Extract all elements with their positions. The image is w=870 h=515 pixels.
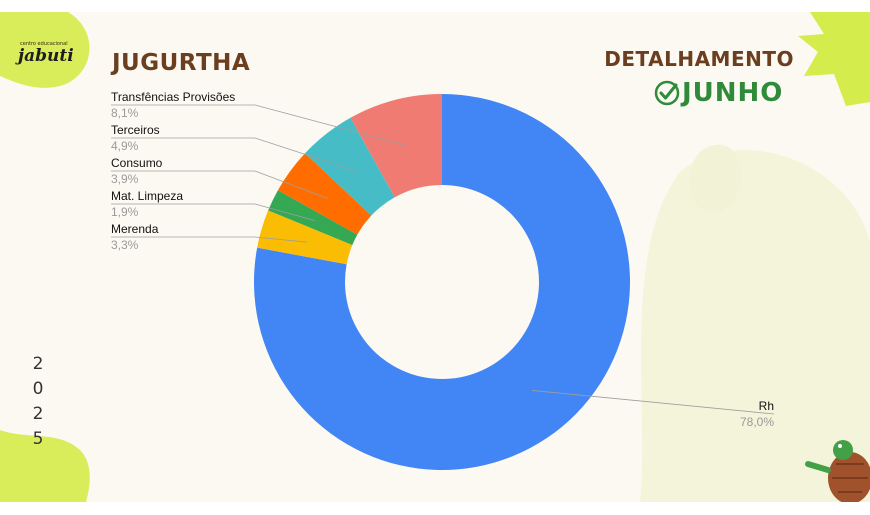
- logo: jabuti: [18, 46, 74, 66]
- label-terceiros: Terceiros: [111, 123, 160, 137]
- background-decoration: [0, 12, 870, 502]
- value-label-transfencias-provisoes: 8,1%: [111, 106, 139, 120]
- turtle-mascot: [805, 440, 870, 502]
- slice-merenda: [257, 210, 353, 265]
- label-rh: Rh: [759, 399, 774, 413]
- donut-chart: Rh 78,0% Merenda 3,3% Mat. Limpeza 1,9% Consum…: [111, 90, 775, 471]
- value-label-rh: 78,0%: [740, 415, 774, 429]
- slide: centro educacional jabuti JUGURTHA DETAL…: [0, 12, 870, 502]
- label-mat-limpeza: Mat. Limpeza: [111, 189, 183, 203]
- leader-line-rh: [532, 390, 775, 415]
- top-left-blob: [0, 12, 90, 88]
- value-label-consumo: 3,9%: [111, 172, 139, 186]
- value-label-merenda: 3,3%: [111, 238, 139, 252]
- detail-heading: DETALHAMENTO: [604, 47, 794, 71]
- year-digit: 5: [32, 429, 44, 449]
- watermark-turtle: [640, 149, 870, 502]
- value-label-mat-limpeza: 1,9%: [111, 205, 139, 219]
- logo-subtitle: centro educacional: [20, 41, 68, 47]
- page-title: JUGURTHA: [112, 50, 251, 76]
- slice-transfencias-provisoes: [350, 94, 442, 198]
- slice-rh: [253, 94, 630, 471]
- slice-mat-limpeza: [268, 190, 358, 246]
- label-transfencias-provisoes: Transfências Provisões: [111, 90, 235, 104]
- top-right-leaf: [798, 12, 870, 106]
- leader-line-transfencias-provisoes: [111, 104, 407, 146]
- leader-line-mat-limpeza: [111, 203, 316, 222]
- year-digit: 0: [32, 379, 44, 399]
- year-digit: 2: [32, 354, 44, 374]
- year-digit: 2: [32, 404, 44, 424]
- watermark-head: [689, 144, 742, 214]
- check-circle-icon: [654, 80, 680, 106]
- leader-line-terceiros: [111, 137, 356, 172]
- leader-line-consumo: [111, 170, 329, 200]
- month-heading: JUNHO: [682, 78, 784, 108]
- label-consumo: Consumo: [111, 156, 163, 170]
- label-merenda: Merenda: [111, 222, 159, 236]
- value-label-terceiros: 4,9%: [111, 139, 139, 153]
- slice-terceiros: [305, 117, 395, 216]
- year-vertical: 2 0 2 5: [31, 352, 45, 452]
- bottom-left-blob: [0, 430, 90, 502]
- leader-line-merenda: [111, 236, 307, 243]
- slice-consumo: [277, 153, 372, 235]
